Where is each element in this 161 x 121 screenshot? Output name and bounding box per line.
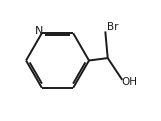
Text: Br: Br (107, 22, 118, 32)
Text: N: N (35, 26, 43, 36)
Text: OH: OH (121, 77, 137, 87)
